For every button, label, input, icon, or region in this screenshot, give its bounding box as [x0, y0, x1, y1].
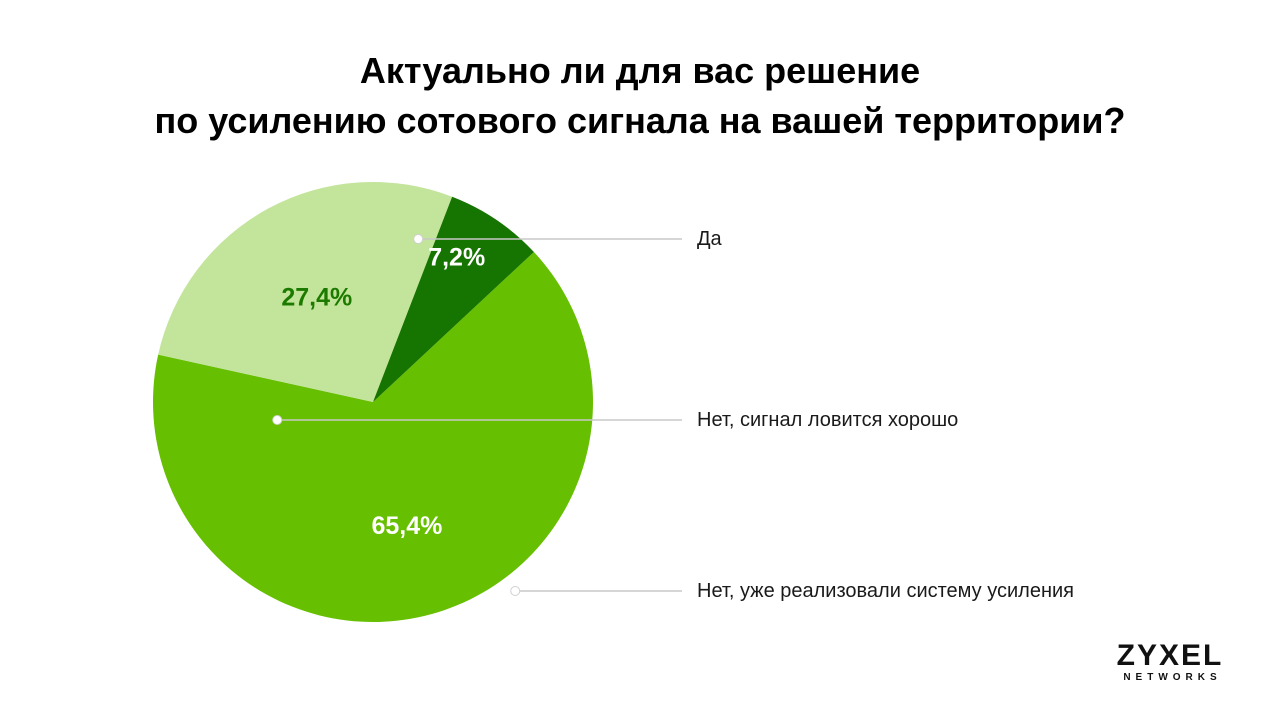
slice-labels: 65,4% 27,4% 7,2%	[281, 243, 485, 540]
slice-value-label: 27,4%	[281, 283, 352, 311]
chart-title-line-1: Актуально ли для вас решение	[359, 50, 921, 91]
chart-title-line-2: по усилению сотового сигнала на вашей те…	[154, 100, 1126, 141]
logo-subtitle: NETWORKS	[1123, 672, 1222, 683]
slice-value-label: 65,4%	[371, 512, 442, 540]
pie-slices	[153, 182, 593, 622]
chart-title: Актуально ли для вас решение по усилению…	[0, 46, 1280, 146]
pie-slice	[158, 182, 453, 402]
legend-leaders: Да Нет, сигнал ловится хорошо Нет, уже реа…	[272, 228, 1074, 602]
pie-slice	[153, 251, 593, 622]
legend-entry: Да	[697, 228, 723, 250]
legend-entry: Нет, сигнал ловится хорошо	[697, 409, 958, 431]
legend-leader-dot	[413, 234, 424, 244]
legend-leader-dot	[510, 586, 521, 596]
legend-entry: Нет, уже реализовали систему усиления	[697, 580, 1074, 602]
pie-slice	[373, 196, 534, 402]
logo-wordmark: ZYXEL	[1116, 639, 1224, 672]
slice-value-label: 7,2%	[428, 243, 485, 271]
zyxel-logo: ZYXEL NETWORKS	[1100, 640, 1240, 684]
legend-leader-dot	[272, 415, 283, 425]
